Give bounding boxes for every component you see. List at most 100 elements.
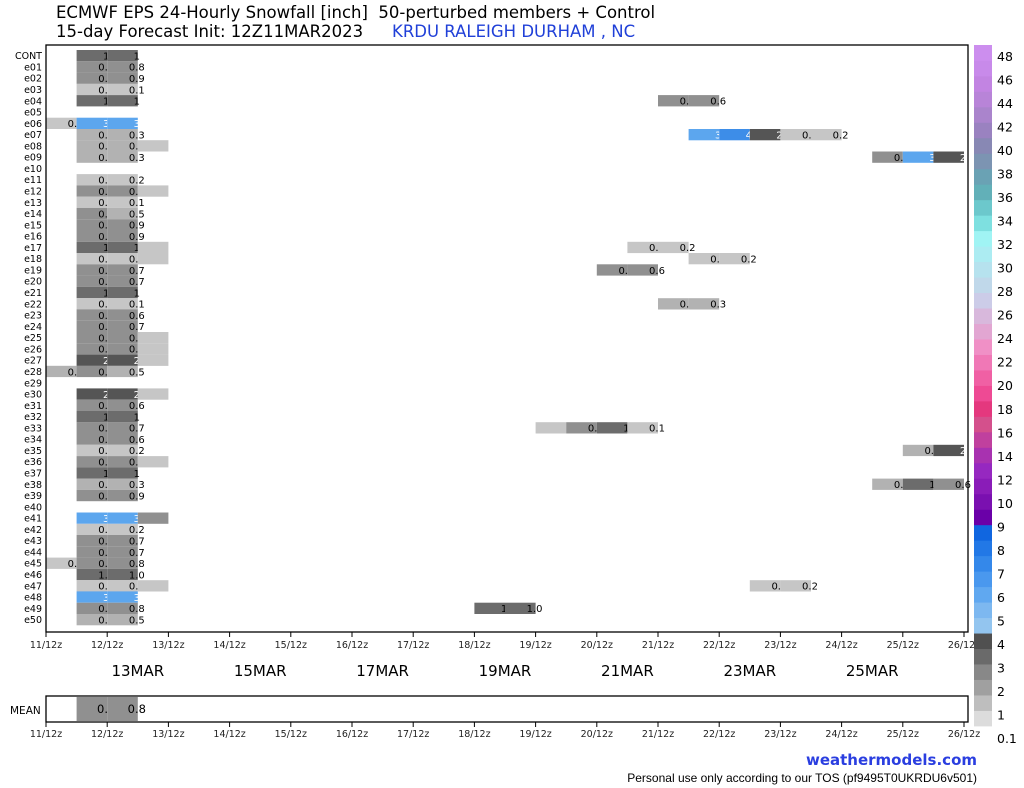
- member-label: e38: [24, 480, 42, 491]
- member-e48-value-label: 3: [103, 593, 109, 604]
- x-tick-label: 23/12z: [764, 640, 796, 651]
- member-e11-cell: [107, 174, 138, 186]
- chart-subtitle: 15-day Forecast Init: 12Z11MAR2023: [56, 22, 364, 41]
- x-tick-label: 12/12z: [91, 640, 123, 651]
- member-e17-value-label: 1: [103, 243, 109, 254]
- member-e09-cell: [107, 151, 138, 163]
- member-e39-value-label: 0.9: [98, 491, 114, 502]
- colorbar-swatch: [974, 370, 992, 386]
- member-e12-value-label: 0.7: [129, 187, 145, 198]
- member-e46-value-label: 1.0: [98, 570, 114, 581]
- member-e09-value-label: 0.3: [98, 153, 114, 164]
- member-e19-value-label: 0.6: [649, 266, 665, 277]
- member-e43-cell: [76, 535, 108, 547]
- member-e44-cell: [76, 546, 108, 558]
- member-e02-value-label: 0.9: [98, 74, 114, 85]
- colorbar-label: 20: [997, 378, 1013, 393]
- x-tick-label: 23/12z: [764, 729, 796, 740]
- member-e27-value-label: 2: [134, 356, 140, 367]
- member-e28-cell: [46, 365, 77, 378]
- member-e25-cell: [137, 332, 169, 344]
- member-e47-value-label: 0.2: [771, 582, 787, 593]
- member-label: e02: [24, 74, 42, 85]
- date-label: 25MAR: [846, 662, 899, 680]
- member-label: e37: [24, 469, 42, 480]
- colorbar-swatch: [974, 261, 992, 278]
- member-CONT-value-label: 1: [103, 51, 109, 62]
- member-e45-value-label: 0.2: [68, 559, 84, 570]
- member-e11-cell: [76, 174, 108, 186]
- member-e26-value-label: 0.6: [98, 345, 114, 356]
- member-e48-cell: [76, 591, 108, 603]
- colorbar: 0.11234567891012141618202224262830323436…: [974, 45, 1017, 746]
- member-e09-value-label: 2: [960, 153, 966, 164]
- member-label: e40: [24, 502, 42, 513]
- member-e15-value-label: 0.9: [98, 221, 114, 232]
- member-e15-value-label: 0.9: [129, 221, 145, 232]
- member-e36-value-label: 0.9: [129, 458, 145, 469]
- member-e28-value-label: 0.3: [68, 367, 84, 378]
- colorbar-swatch: [974, 45, 992, 61]
- colorbar-label: 18: [997, 402, 1013, 417]
- member-e07-value-label: 2: [776, 130, 782, 141]
- colorbar-swatch: [974, 75, 992, 92]
- member-e33-cell: [627, 422, 658, 434]
- member-e27-cell: [137, 354, 169, 366]
- member-e20-cell: [76, 275, 108, 287]
- colorbar-label: 4: [997, 637, 1005, 652]
- member-e48-value-label: 3: [134, 593, 140, 604]
- member-e46-value-label: 1.0: [129, 570, 145, 581]
- member-e49-cell: [474, 602, 505, 614]
- member-e41-cell: [107, 512, 138, 524]
- member-e35-value-label: 0.2: [98, 446, 114, 457]
- colorbar-swatch: [974, 586, 992, 603]
- member-label: e24: [24, 322, 42, 333]
- member-e20-value-label: 0.7: [129, 277, 145, 288]
- member-e07-cell: [688, 129, 720, 141]
- member-e22-cell: [688, 298, 720, 310]
- member-e07-cell: [107, 129, 138, 141]
- member-e44-value-label: 0.7: [129, 548, 145, 559]
- member-e37-cell: [107, 467, 138, 479]
- member-e37-value-label: 1: [103, 469, 109, 480]
- member-e50-value-label: 0.5: [129, 615, 145, 626]
- member-e31-cell: [76, 399, 108, 411]
- x-tick-label: 22/12z: [703, 640, 735, 651]
- member-e15-cell: [76, 219, 108, 231]
- member-label: e39: [24, 491, 42, 502]
- member-e03-value-label: 0.1: [98, 85, 114, 96]
- colorbar-swatch: [974, 385, 992, 402]
- member-e30-cell: [107, 388, 138, 400]
- member-e23-cell: [107, 309, 138, 321]
- member-e49-value-label: 1.0: [527, 604, 543, 615]
- member-e24-value-label: 0.7: [129, 322, 145, 333]
- member-label: e46: [24, 570, 42, 581]
- member-e19-value-label: 0.7: [98, 266, 114, 277]
- colorbar-swatch: [974, 679, 992, 696]
- tos-note: Personal use only according to our TOS (…: [627, 771, 977, 785]
- member-e20-cell: [107, 275, 138, 287]
- member-e22-value-label: 0.3: [680, 300, 696, 311]
- x-tick-label: 19/12z: [519, 640, 551, 651]
- member-e23-cell: [76, 309, 108, 321]
- member-e33-value-label: 1: [623, 424, 629, 435]
- member-e08-value-label: 0.3: [129, 142, 145, 153]
- member-e07-cell: [811, 129, 842, 141]
- brand-link[interactable]: weathermodels.com: [805, 751, 977, 769]
- member-label: e12: [24, 187, 42, 198]
- member-e28-value-label: 0.8: [98, 367, 114, 378]
- member-e19-cell: [596, 264, 628, 276]
- x-tick-label: 13/12z: [152, 729, 184, 740]
- member-e27-cell: [107, 354, 138, 366]
- member-e08-cell: [76, 140, 108, 152]
- colorbar-label: 9: [997, 519, 1005, 534]
- member-e33-value-label: 0.7: [98, 424, 114, 435]
- member-label: e08: [24, 141, 42, 152]
- member-e21-value-label: 1: [103, 288, 109, 299]
- member-e25-value-label: 0.6: [98, 333, 114, 344]
- member-e01-value-label: 0.8: [129, 63, 145, 74]
- member-e49-cell: [107, 602, 138, 614]
- member-label: e16: [24, 232, 42, 243]
- member-e18-value-label: 0.1: [98, 255, 114, 266]
- member-e04-cell: [688, 95, 720, 107]
